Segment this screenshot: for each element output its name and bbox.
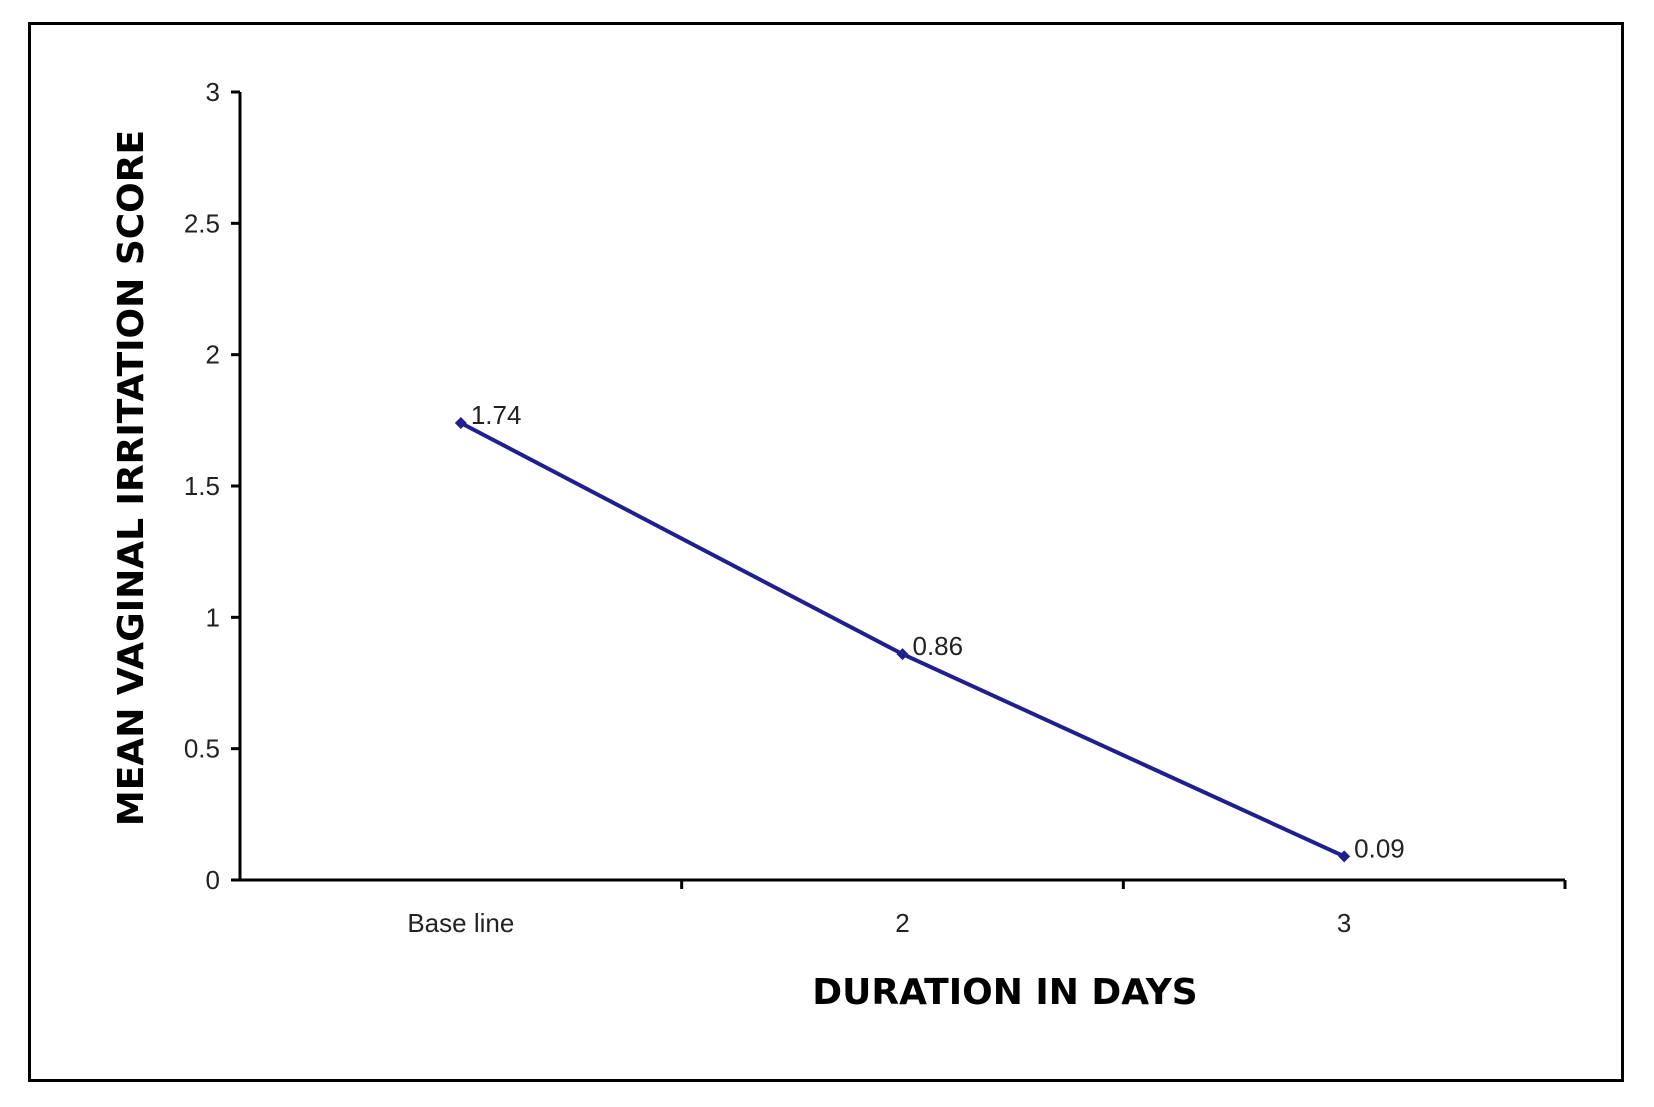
x-tick-label: Base line [407,908,514,938]
y-tick-label: 1.5 [184,471,220,501]
data-point [1338,850,1351,863]
y-tick-label: 2 [206,340,220,370]
data-label: 1.74 [471,400,522,430]
data-point [454,416,467,429]
series-line [459,421,1345,859]
figure-frame [28,22,1624,1082]
y-tick-label: 0 [206,865,220,895]
data-label: 0.86 [913,631,964,661]
x-axis-title: DURATION IN DAYS [812,972,1197,1013]
y-tick-label: 1 [206,602,220,632]
y-tick-label: 2.5 [184,208,220,238]
series-group: 1.74 0.86 0.09 [454,400,1405,863]
y-tick-label: 0.5 [184,734,220,764]
x-ticks: Base line 2 3 [407,880,1567,938]
axes [238,92,1565,882]
x-tick-label: 2 [895,908,909,938]
data-point [896,648,909,661]
x-tick-label: 3 [1337,908,1351,938]
y-axis-title: MEAN VAGINAL IRRITATION SCORE [111,130,152,826]
data-label: 0.09 [1354,833,1405,863]
y-ticks: 0 0.5 1 1.5 2 2.5 3 [184,77,240,895]
y-tick-label: 3 [206,77,220,107]
